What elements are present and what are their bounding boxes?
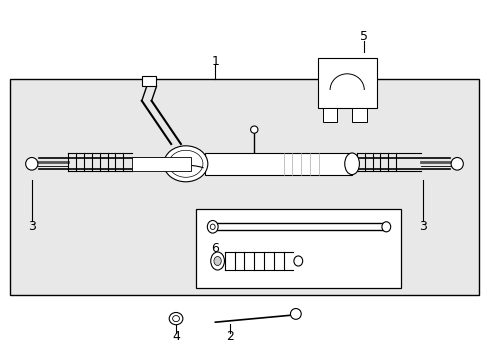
Text: 5: 5: [360, 30, 367, 42]
Ellipse shape: [250, 126, 258, 133]
Ellipse shape: [450, 158, 463, 170]
Ellipse shape: [207, 220, 218, 233]
Ellipse shape: [290, 309, 301, 319]
Bar: [132, 157, 190, 171]
Bar: [142, 76, 156, 86]
Ellipse shape: [210, 224, 215, 230]
Ellipse shape: [168, 150, 203, 177]
Bar: [317, 58, 376, 108]
Text: 1: 1: [211, 55, 219, 68]
Text: 3: 3: [418, 220, 426, 233]
Ellipse shape: [344, 153, 359, 175]
Ellipse shape: [163, 146, 207, 182]
Bar: [10, 79, 478, 295]
Text: 4: 4: [172, 330, 180, 343]
Bar: [351, 108, 366, 122]
Ellipse shape: [293, 256, 302, 266]
Bar: [322, 108, 337, 122]
Text: 3: 3: [28, 220, 36, 233]
Bar: [195, 209, 400, 288]
Bar: [205, 153, 351, 175]
Ellipse shape: [381, 222, 390, 232]
Text: 6: 6: [211, 242, 219, 255]
Ellipse shape: [172, 315, 179, 322]
Text: 2: 2: [225, 330, 233, 343]
Ellipse shape: [214, 256, 221, 266]
Ellipse shape: [169, 312, 183, 325]
Ellipse shape: [210, 252, 224, 270]
Ellipse shape: [25, 158, 38, 170]
